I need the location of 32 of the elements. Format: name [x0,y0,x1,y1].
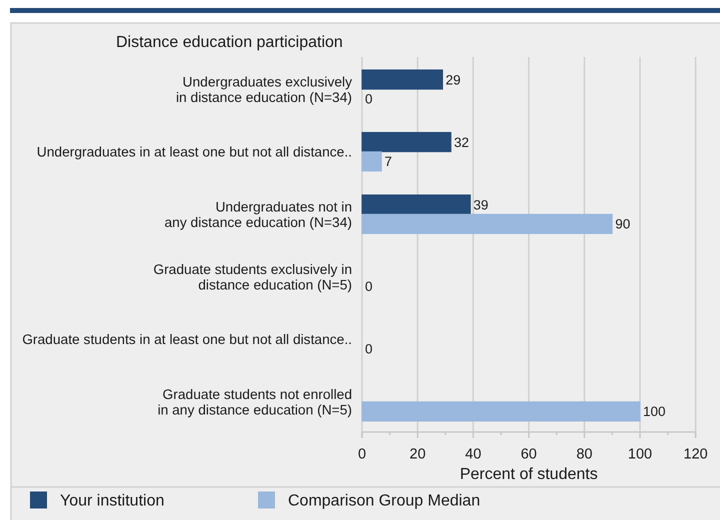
data-label: 0 [365,92,373,107]
x-tick-label: 120 [684,446,708,462]
x-tick-label: 40 [465,446,482,462]
y-tick-label: Graduate students in at least one but not all distance.. [22,332,352,348]
text: Distance education participation [116,34,343,51]
x-axis-title: Percent of students [460,466,598,483]
data-label: 0 [365,279,373,294]
x-tick-label: 100 [628,446,652,462]
data-label: 0 [365,342,373,357]
data-label: 29 [446,72,461,88]
y-tick-label: Undergraduates exclusively in distance education (N=34) [176,74,352,105]
y-tick-label: Graduate students exclusively in distance education (N=5) [153,262,352,292]
y-tick-label: Undergraduates in at least one but not all distance.. [36,144,352,160]
legend-label: Your institution [60,492,164,510]
bar [362,151,382,172]
data-label: 100 [643,404,666,420]
bar [362,194,471,215]
data-label: 39 [473,197,488,212]
y-tick-label: Undergraduates not in any distance education (N=34) [164,199,352,230]
x-tick-label: 0 [358,446,366,462]
y-tick-label: Graduate students not enrolled in any distance education (N=5) [158,386,352,418]
legend-label: Comparison Group Median [288,492,480,510]
bar [362,132,452,152]
data-label: 90 [615,216,630,232]
data-label: 7 [384,154,392,170]
x-tick-label: 80 [576,446,592,462]
data-label: 32 [454,134,469,150]
bar [362,69,444,90]
x-tick-label: 20 [410,446,426,462]
bar [362,214,613,234]
bar [362,401,640,422]
x-tick-label: 60 [520,446,537,462]
